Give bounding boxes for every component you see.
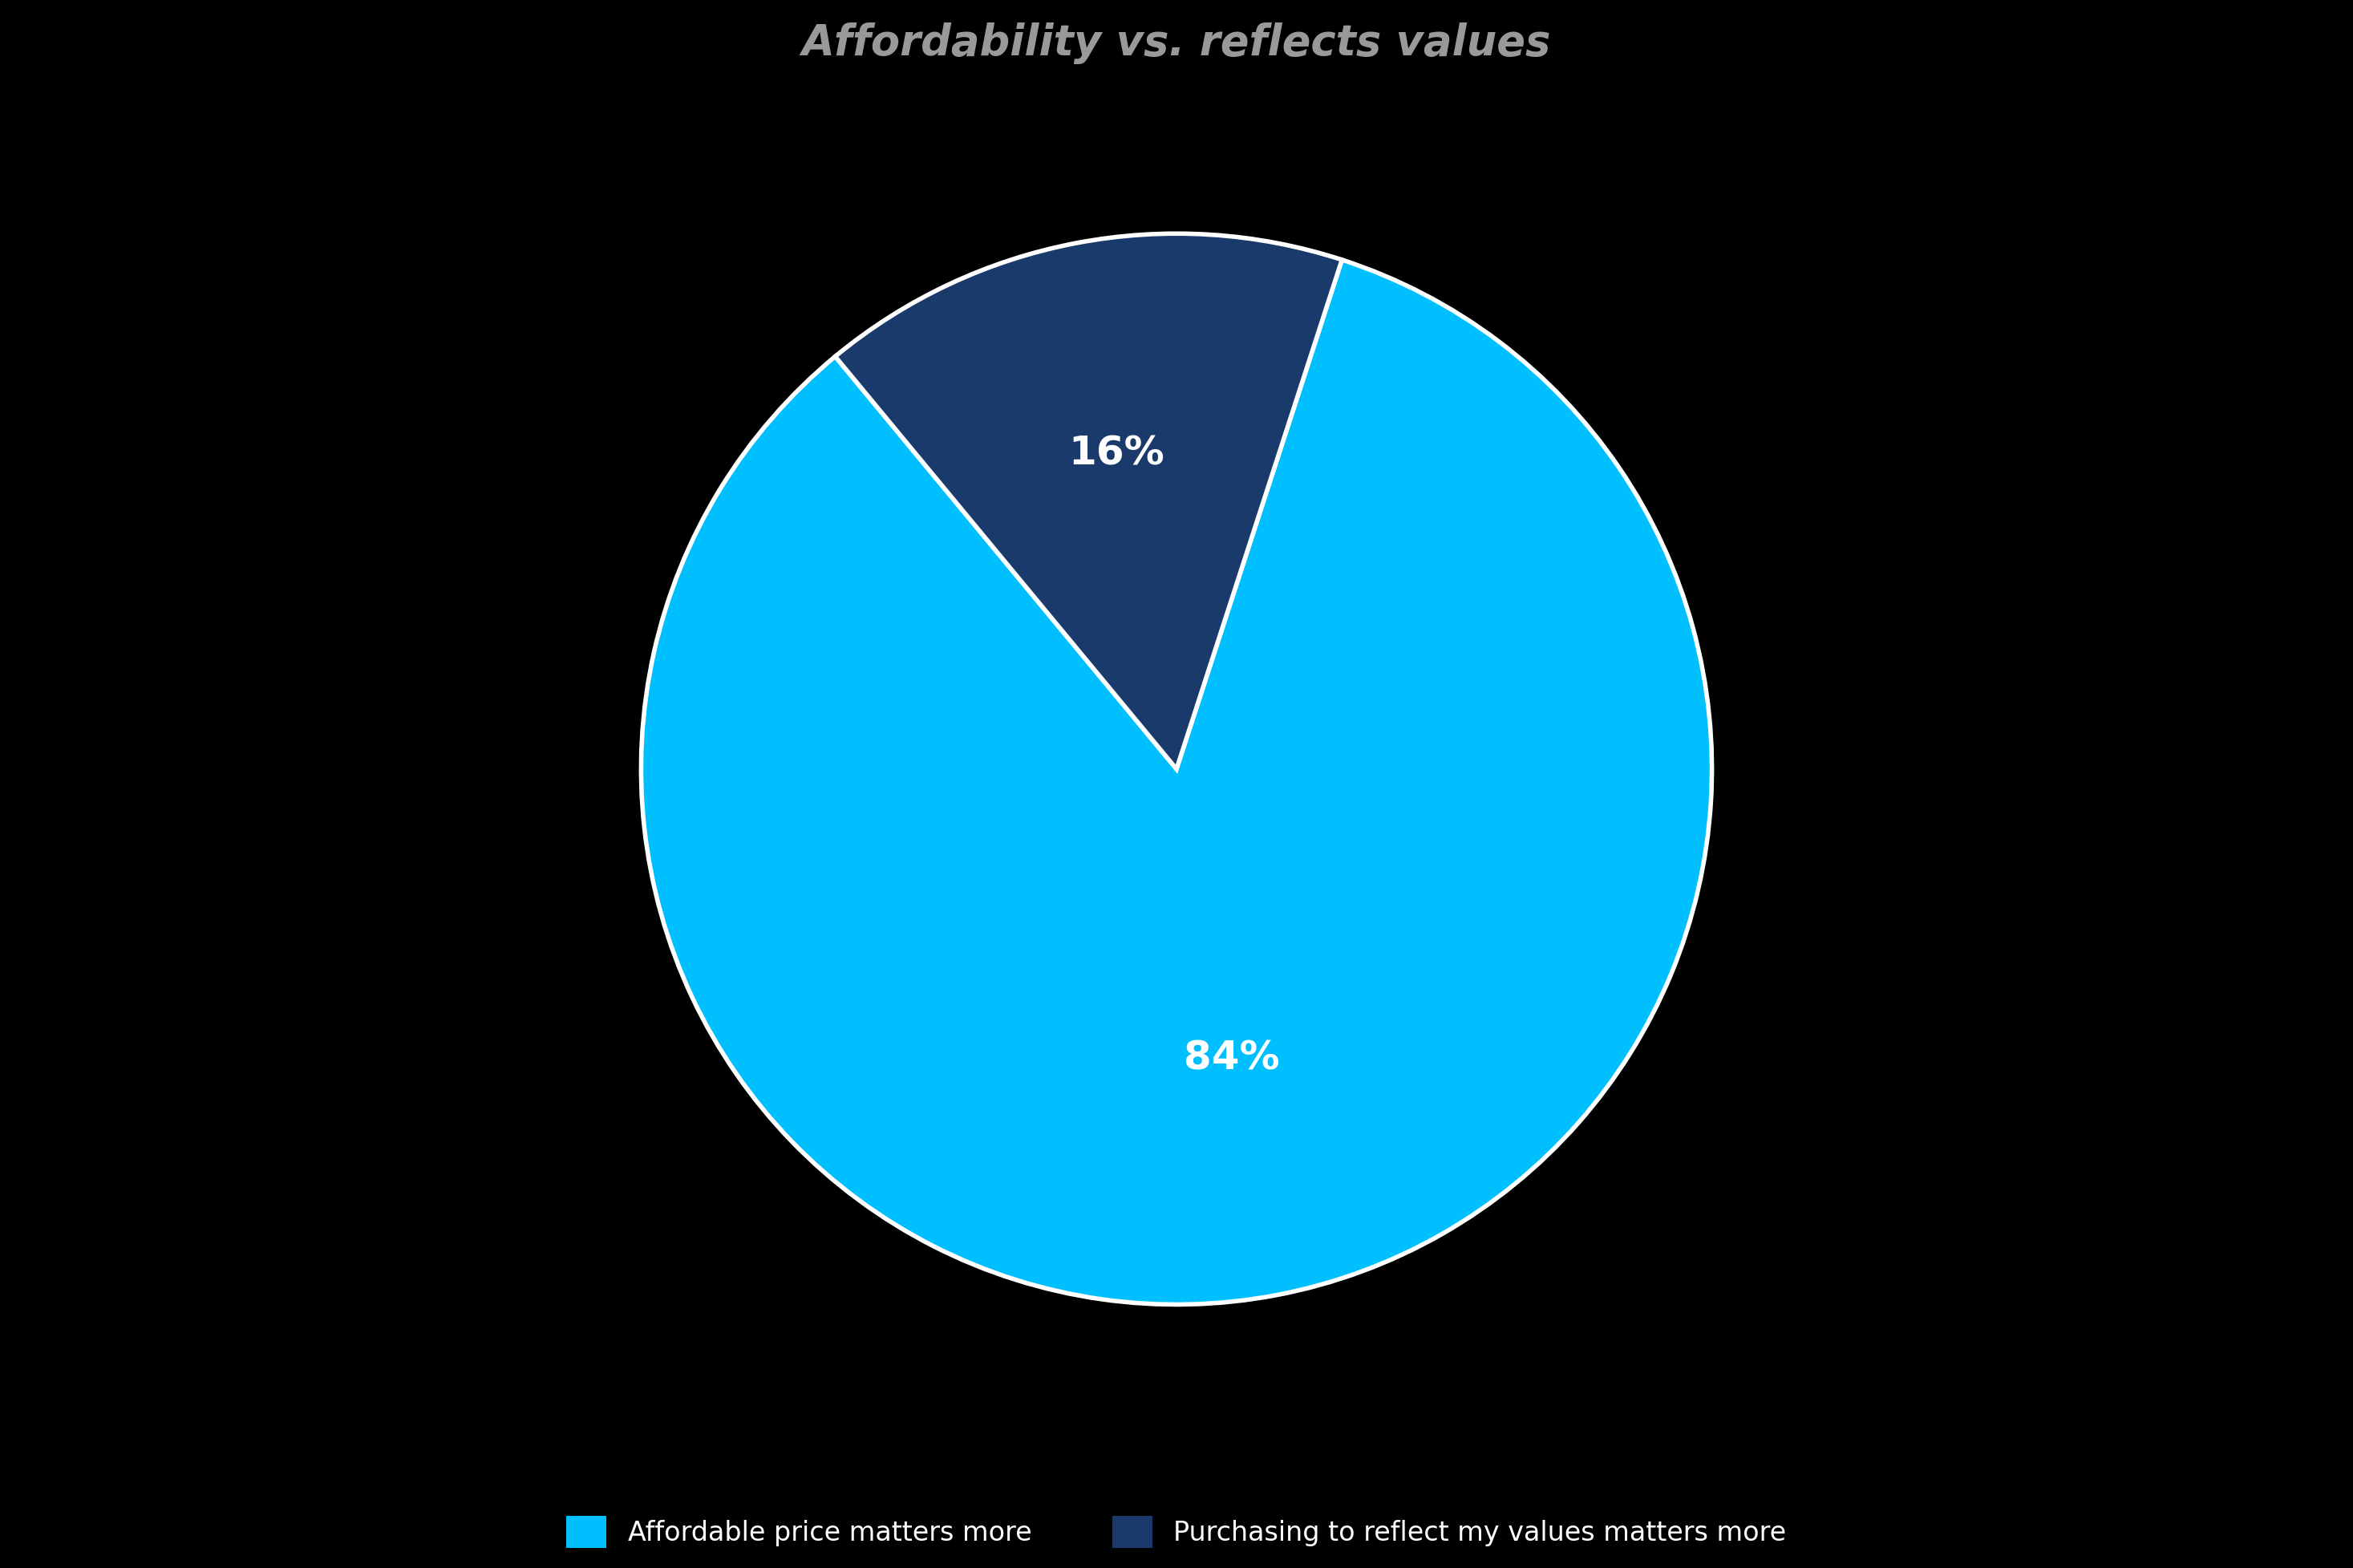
Wedge shape <box>835 234 1341 768</box>
Wedge shape <box>640 260 1713 1305</box>
Text: 16%: 16% <box>1068 434 1165 472</box>
Text: 84%: 84% <box>1184 1040 1280 1077</box>
Title: Affordability vs. reflects values: Affordability vs. reflects values <box>802 22 1551 64</box>
Legend: Affordable price matters more, Purchasing to reflect my values matters more: Affordable price matters more, Purchasin… <box>555 1505 1798 1559</box>
